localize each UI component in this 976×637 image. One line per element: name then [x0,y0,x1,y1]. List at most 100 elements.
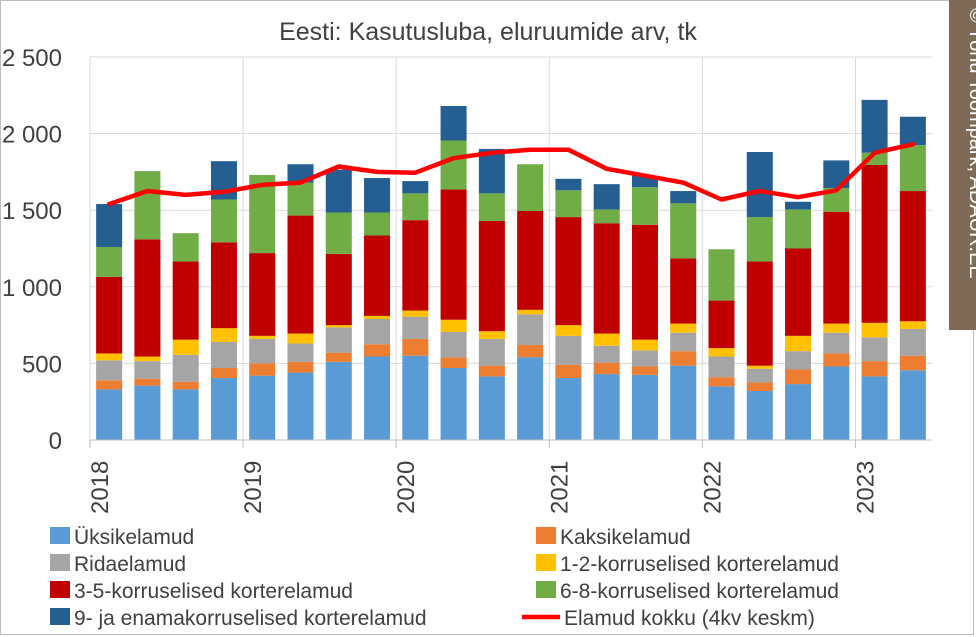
bar-segment [517,357,544,440]
x-tick-label: 2019 [240,461,267,514]
bar-segment [287,215,314,334]
bar-segment [478,331,505,339]
legend-label: Üksikelamud [74,526,194,549]
bar-segment [478,365,505,377]
bar-segment [478,220,505,332]
axes: 0 500 1 000 1 500 2 000 2 500 2018 2019 2020 2021… [2,45,932,514]
bar-segment [325,325,352,328]
bar-segment [708,386,735,440]
bar-segment [670,332,697,352]
bar-segment [96,380,123,390]
bar-segment [631,374,658,440]
legend-label: 1-2-korruselised korterelamud [560,553,839,576]
y-tick-label: 2 500 [2,45,62,72]
bar-segment [785,335,812,352]
bar-segment [899,355,926,371]
bar-segment [555,377,582,440]
bar-segment [899,145,926,192]
legend-label: 6-8-korruselised korterelamud [560,580,839,603]
bar-segment [249,253,276,336]
bar-segment [96,360,123,381]
bar-segment [593,362,620,375]
bar-segment [631,366,658,375]
chart-title: Eesti: Kasutusluba, eluruumide arv, tk [279,18,697,46]
line-elamud-kokku [106,142,916,207]
y-tick-label: 0 [49,428,62,455]
bar-segment [249,363,276,376]
bar-segment [440,357,467,368]
bar-segment [402,355,429,440]
legend-label: Kaksikelamud [560,526,691,549]
bar-segment [555,335,582,365]
bar-segment [440,189,467,320]
bar-segment [670,203,697,259]
bar-segment [210,199,237,243]
x-tick-label: 2022 [699,461,726,514]
bar-segment [96,246,123,277]
bar-segment [210,377,237,440]
bar-segment [96,353,123,361]
bar-segment [325,352,352,362]
bar-segment [134,378,161,386]
bar-segment [631,339,658,351]
bar-segment [823,323,850,333]
bar-segment [861,165,888,323]
bar-segment [364,212,391,236]
bar-segment [325,327,352,353]
copyright-banner: © Tõnu Toompark, ADAUR.EE [949,0,976,330]
bar-segment [172,389,199,440]
bar-segment [364,344,391,357]
bar-segment [593,333,620,346]
bar-segment [670,258,697,324]
bar-segment [593,223,620,334]
bar-segment [478,193,505,221]
legend: Üksikelamud Kaksikelamud Ridaelamud 1-2-kor… [50,526,839,630]
bar-segment [785,369,812,385]
bar-segment [402,181,429,194]
bar-segment [96,204,123,247]
bar-segment [746,390,773,440]
y-tick-label: 1 000 [2,275,62,302]
x-tick-label: 2021 [546,461,573,514]
bar-segment [517,164,544,211]
bar-segment [287,182,314,216]
bar-segment [249,375,276,440]
bar-segment [823,211,850,324]
y-tick-label: 500 [22,351,62,378]
bar-segment [670,365,697,440]
y-tick-label: 2 000 [2,122,62,149]
bar-segment [555,364,582,378]
bar-segment [134,356,161,362]
legend-swatch [50,608,70,625]
bar-segment [402,316,429,339]
bar-segment [517,314,544,346]
bar-segment [517,345,544,358]
bar-segment [746,151,773,218]
bar-segment [823,187,850,212]
bar-segment [172,339,199,355]
bar-segment [249,338,276,364]
bar-segment [517,210,544,310]
bar-segment [631,224,658,340]
bar-segment [172,354,199,382]
bar-segment [861,361,888,377]
bar-segment [555,178,582,191]
copyright-text: © Tõnu Toompark, ADAUR.EE [965,8,976,279]
bar-segment [325,253,352,326]
legend-swatch [50,527,70,544]
bar-segment [785,351,812,370]
bar-segment [96,276,123,354]
legend-label: Ridaelamud [74,553,186,576]
legend-label: 9- ja enamakorruselised korterelamud [74,607,427,630]
bar-segment [172,381,199,390]
legend-label: Elamud kokku (4kv keskm) [564,607,815,630]
x-tick-label: 2018 [87,461,114,514]
y-tick-label: 1 500 [2,198,62,225]
bar-segment [210,328,237,342]
bar-segment [670,323,697,333]
bar-segment [785,248,812,336]
bar-segment [364,315,391,319]
bar-segment [899,328,926,356]
bar-segment [134,385,161,440]
bar-segment [210,341,237,368]
